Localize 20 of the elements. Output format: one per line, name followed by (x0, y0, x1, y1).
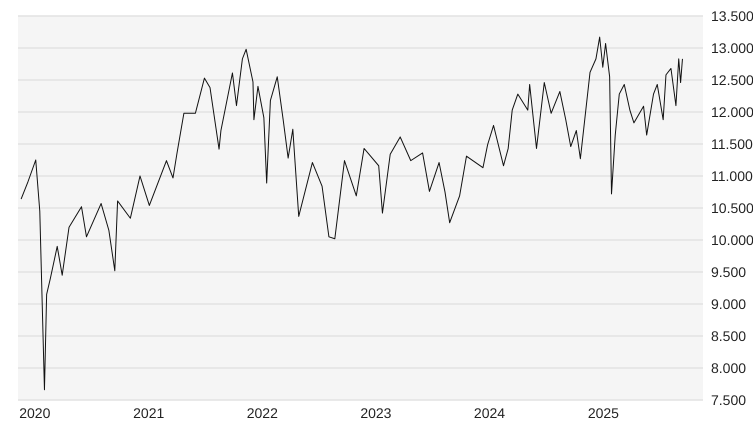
y-tick-label: 10.500 (711, 200, 753, 216)
x-tick-label: 2023 (360, 404, 392, 421)
x-tick-label: 2020 (19, 404, 51, 421)
y-tick-label: 13.000 (711, 40, 753, 56)
y-tick-label: 12.000 (711, 104, 753, 120)
y-tick-label: 8.500 (711, 328, 746, 344)
y-tick-label: 9.000 (711, 296, 746, 312)
y-tick-label: 10.000 (711, 232, 753, 248)
line-series (20, 36, 683, 390)
y-tick-label: 13.500 (711, 8, 753, 24)
x-tick-label: 2025 (588, 404, 620, 421)
x-tick-label: 2021 (133, 404, 164, 421)
x-tick-label: 2024 (474, 404, 506, 421)
y-tick-label: 8.000 (711, 360, 746, 376)
x-tick-label: 2022 (246, 404, 278, 421)
y-tick-label: 7.500 (711, 392, 746, 408)
y-tick-label: 11.000 (711, 168, 753, 184)
y-tick-label: 11.500 (711, 136, 753, 152)
y-tick-label: 12.500 (711, 72, 753, 88)
y-tick-label: 9.500 (711, 264, 746, 280)
